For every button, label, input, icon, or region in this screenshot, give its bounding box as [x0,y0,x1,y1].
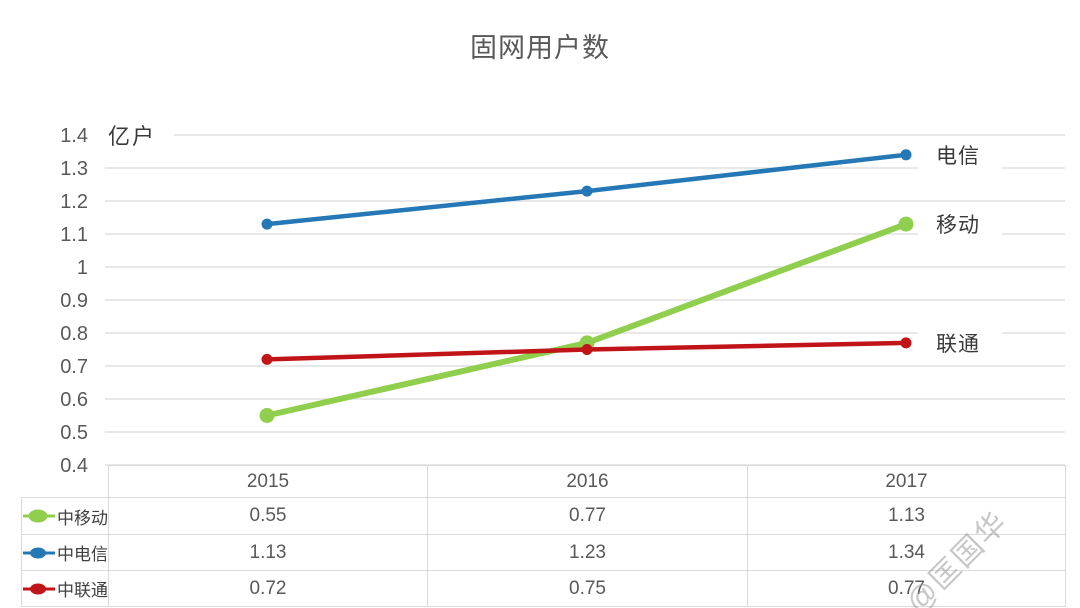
table-header-2017: 2017 [747,465,1066,497]
table-cell-mobile-2017: 1.13 [747,497,1066,534]
svg-text:0.5: 0.5 [60,422,88,444]
svg-text:联通: 联通 [936,333,980,356]
chart-title: 固网用户数 [470,33,610,63]
legend-label-telecom: 中电信 [57,545,108,564]
legend-item-telecom: 中电信 [21,534,108,570]
svg-text:0.4: 0.4 [60,455,88,477]
data-table: 2015 2016 2017 中移动 0.55 0.77 1.13 中电信 1.… [21,465,1066,607]
svg-text:1.2: 1.2 [60,191,88,213]
svg-text:1.4: 1.4 [60,125,88,147]
svg-text:电信: 电信 [936,145,980,168]
table-corner-cell [21,465,108,497]
svg-text:亿户: 亿户 [108,124,156,149]
telecom-series-marker-icon [23,547,55,558]
svg-text:0.9: 0.9 [60,290,88,312]
series-line-telecom [261,149,912,230]
table-cell-unicom-2015: 0.72 [108,570,427,607]
svg-text:0.8: 0.8 [60,323,88,345]
svg-text:1.1: 1.1 [60,224,88,246]
legend-item-mobile: 中移动 [21,497,108,534]
table-cell-telecom-2015: 1.13 [108,534,427,570]
svg-text:0.6: 0.6 [60,389,88,411]
table-cell-unicom-2017: 0.77 [747,570,1066,607]
gridlines [105,134,1065,466]
table-cell-telecom-2016: 1.23 [427,534,747,570]
table-cell-unicom-2016: 0.75 [427,570,747,607]
unicom-series-marker-icon [23,583,55,594]
table-header-2016: 2016 [427,465,747,497]
series-end-label-unicom: 联通 [918,325,1002,360]
mobile-series-marker-icon [23,509,55,523]
series-end-label-telecom: 电信 [918,137,1002,172]
svg-text:1: 1 [77,257,88,279]
series-line-unicom [261,337,912,365]
svg-text:0.7: 0.7 [60,356,88,378]
legend-label-unicom: 中联通 [57,581,108,600]
svg-text:移动: 移动 [936,214,980,237]
series-line-mobile [259,216,914,423]
y-axis-tick-labels: 1.4 1.3 1.2 1.1 1 0.9 0.8 0.7 0.6 0.5 0.4 [60,125,88,477]
table-header-2015: 2015 [108,465,427,497]
table-cell-mobile-2015: 0.55 [108,497,427,534]
y-axis-unit-label: 亿户 [100,119,174,152]
table-cell-telecom-2017: 1.34 [747,534,1066,570]
table-cell-mobile-2016: 0.77 [427,497,747,534]
series-end-label-mobile: 移动 [918,207,1002,242]
legend-label-mobile: 中移动 [57,508,108,528]
legend-item-unicom: 中联通 [21,570,108,607]
svg-text:1.3: 1.3 [60,158,88,180]
